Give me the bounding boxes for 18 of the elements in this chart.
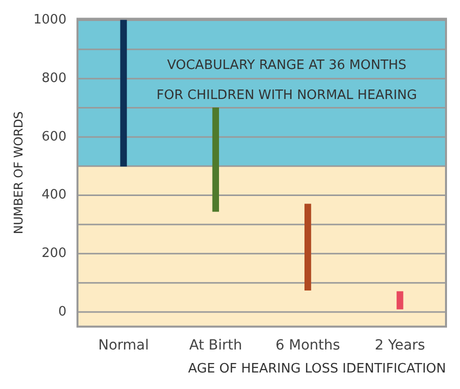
x-tick-label: At Birth [189,338,242,354]
y-tick-label: 400 [42,188,66,203]
y-tick-label: 200 [42,246,66,262]
y-axis-title: NUMBER OF WORDS [11,111,26,234]
bar [304,204,312,290]
y-tick-label: 0 [58,304,66,320]
y-tick-label: 800 [42,70,66,86]
y-tick-label: 1000 [33,12,66,28]
y-tick-label: 600 [42,129,66,144]
annotation: VOCABULARY RANGE AT 36 MONTHS [167,58,406,73]
annotation: FOR CHILDREN WITH NORMAL HEARING [156,88,417,103]
bar [396,291,404,310]
x-axis-title: AGE OF HEARING LOSS IDENTIFICATION [188,362,446,377]
x-tick-label: 2 Years [374,338,426,354]
x-tick-label: Normal [98,338,149,354]
bar [120,20,127,166]
bar [212,107,220,212]
x-tick-label: 6 Months [276,338,340,354]
